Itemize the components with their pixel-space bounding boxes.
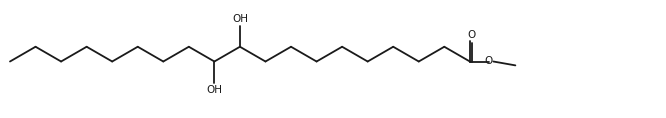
Text: O: O xyxy=(485,57,493,67)
Text: OH: OH xyxy=(206,84,222,95)
Text: O: O xyxy=(467,30,476,40)
Text: OH: OH xyxy=(232,14,248,24)
